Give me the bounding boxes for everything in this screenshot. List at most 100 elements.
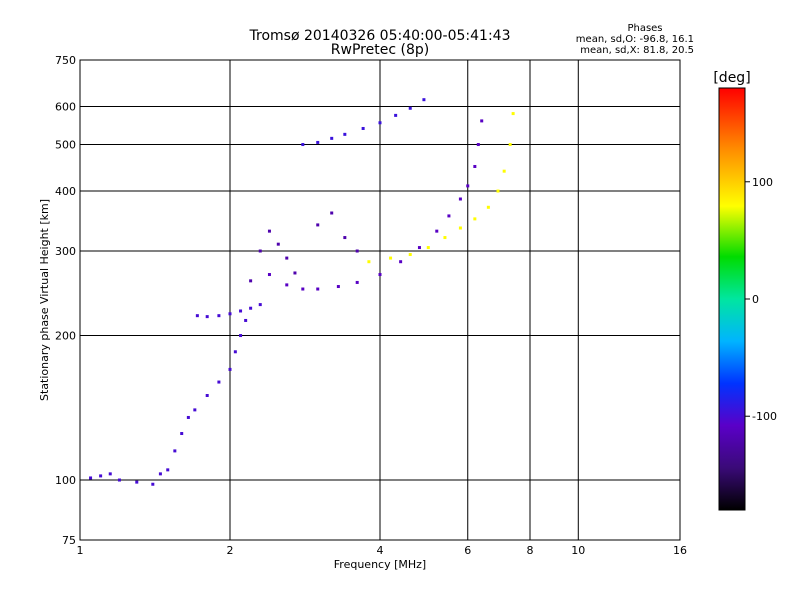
y-tick-label: 400 bbox=[55, 185, 76, 198]
data-point bbox=[228, 312, 232, 316]
data-point bbox=[228, 367, 232, 371]
data-point bbox=[378, 273, 382, 277]
data-point bbox=[166, 468, 170, 472]
stats-line-o: mean, sd,O: -96.8, 16.1 bbox=[576, 34, 694, 45]
data-point bbox=[443, 236, 447, 240]
x-tick-label: 1 bbox=[77, 544, 84, 557]
data-point bbox=[399, 260, 403, 264]
data-point bbox=[394, 113, 398, 117]
colorbar-tick-label: 0 bbox=[752, 293, 759, 306]
data-point bbox=[239, 309, 243, 313]
data-point bbox=[267, 273, 271, 277]
data-point bbox=[389, 256, 393, 260]
data-point bbox=[473, 164, 477, 168]
data-point bbox=[476, 143, 480, 147]
data-point bbox=[422, 98, 426, 102]
colorbar-tick-label: 100 bbox=[752, 176, 773, 189]
data-point bbox=[258, 303, 262, 307]
data-point bbox=[276, 242, 280, 246]
data-point bbox=[117, 478, 121, 482]
data-point bbox=[367, 260, 371, 264]
data-point bbox=[217, 380, 221, 384]
data-point bbox=[408, 253, 412, 257]
y-tick-label: 100 bbox=[55, 474, 76, 487]
chart-subtitle: RwPretec (8p) bbox=[331, 42, 429, 58]
x-tick-label: 8 bbox=[527, 544, 534, 557]
data-point bbox=[217, 314, 221, 318]
colorbar-label: [deg] bbox=[713, 70, 750, 86]
data-point bbox=[316, 140, 320, 144]
data-point bbox=[496, 189, 500, 193]
data-point bbox=[378, 121, 382, 125]
data-point bbox=[330, 211, 334, 215]
stats-line-x: mean, sd,X: 81.8, 20.5 bbox=[580, 45, 694, 56]
colorbar-gradient bbox=[718, 87, 746, 511]
y-tick-label: 750 bbox=[55, 54, 76, 67]
data-point bbox=[173, 449, 177, 453]
data-point bbox=[355, 280, 359, 284]
data-point bbox=[447, 214, 451, 218]
grid-lines bbox=[80, 60, 680, 540]
data-point bbox=[343, 236, 347, 240]
x-tick-label: 4 bbox=[377, 544, 384, 557]
x-tick-label: 2 bbox=[227, 544, 234, 557]
data-point bbox=[486, 205, 490, 209]
data-point bbox=[466, 184, 470, 188]
data-point bbox=[244, 318, 248, 322]
colorbar-tick-label: -100 bbox=[752, 410, 777, 423]
data-point bbox=[508, 143, 512, 147]
data-point bbox=[458, 197, 462, 201]
data-point bbox=[186, 415, 190, 419]
data-point bbox=[336, 285, 340, 289]
data-point bbox=[417, 246, 421, 250]
data-point bbox=[343, 132, 347, 136]
plot-frame bbox=[79, 59, 681, 541]
data-point bbox=[426, 246, 430, 250]
x-tick-label: 10 bbox=[571, 544, 585, 557]
x-axis-label: Frequency [MHz] bbox=[334, 558, 426, 571]
data-point bbox=[205, 315, 209, 319]
data-point bbox=[239, 334, 243, 338]
data-point bbox=[258, 249, 262, 253]
data-point bbox=[316, 223, 320, 227]
stats-title: Phases bbox=[627, 23, 662, 34]
data-point bbox=[193, 408, 197, 412]
data-point bbox=[158, 472, 162, 476]
data-point bbox=[285, 283, 289, 287]
x-tick-label: 6 bbox=[464, 544, 471, 557]
data-point bbox=[108, 472, 112, 476]
data-points bbox=[89, 98, 515, 486]
data-point bbox=[330, 136, 334, 140]
data-point bbox=[293, 271, 297, 275]
data-point bbox=[435, 229, 439, 233]
y-tick-label: 75 bbox=[62, 534, 76, 547]
data-point bbox=[285, 256, 289, 260]
data-point bbox=[511, 112, 515, 116]
data-point bbox=[233, 350, 237, 354]
y-tick-label: 500 bbox=[55, 139, 76, 152]
data-point bbox=[361, 126, 365, 130]
data-point bbox=[195, 314, 199, 318]
y-tick-label: 200 bbox=[55, 330, 76, 343]
y-tick-label: 600 bbox=[55, 101, 76, 114]
data-point bbox=[301, 143, 305, 147]
data-point bbox=[180, 432, 184, 436]
data-point bbox=[480, 119, 484, 123]
colorbar: [deg] 100 0 -100 bbox=[713, 70, 777, 511]
data-point bbox=[502, 169, 506, 173]
data-point bbox=[355, 249, 359, 253]
data-point bbox=[89, 476, 93, 480]
data-point bbox=[249, 279, 253, 283]
data-point bbox=[408, 106, 412, 110]
y-tick-label: 300 bbox=[55, 245, 76, 258]
data-point bbox=[205, 394, 209, 398]
chart-title: Tromsø 20140326 05:40:00-05:41:43 bbox=[249, 28, 511, 44]
data-point bbox=[99, 474, 103, 478]
data-point bbox=[135, 480, 139, 484]
data-point bbox=[316, 287, 320, 291]
y-axis-label: Stationary phase Virtual Height [km] bbox=[38, 199, 51, 401]
data-point bbox=[301, 287, 305, 291]
data-point bbox=[151, 482, 155, 486]
data-point bbox=[249, 306, 253, 310]
